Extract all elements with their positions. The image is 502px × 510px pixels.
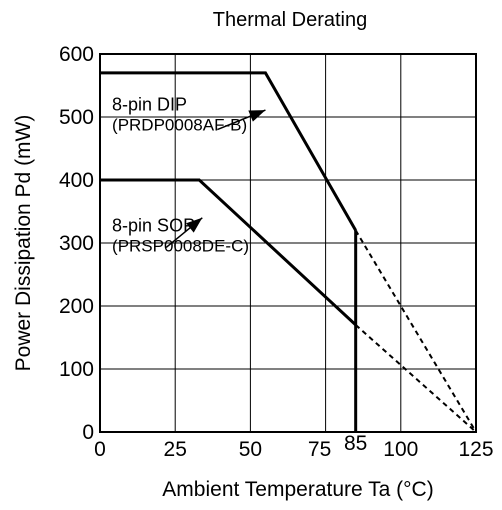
series-annotations: 8-pin DIP(PRDP0008AF-B) 8-pin SOP(PRSP000… (112, 95, 266, 256)
x-tick-label: 0 (94, 438, 106, 461)
y-axis-label: Power Dissipation Pd (mW) (12, 115, 35, 372)
grid-lines (100, 54, 476, 432)
chart-title: Thermal Derating (213, 9, 368, 31)
y-tick-label: 200 (59, 295, 94, 318)
series-lines (100, 71, 477, 433)
x-tick-label: 125 (458, 438, 493, 461)
series-line-dashed (354, 229, 477, 433)
annotation-arrow-head (248, 110, 266, 122)
y-tick-label: 0 (82, 421, 94, 444)
x-tick-label-extra: 85 (344, 432, 367, 455)
y-tick-label: 500 (59, 106, 94, 129)
y-tick-label: 300 (59, 232, 94, 255)
x-axis-label: Ambient Temperature Ta (°C) (162, 478, 433, 501)
series-name-label: 8-pin DIP (112, 95, 187, 115)
x-tick-label: 25 (164, 438, 187, 461)
y-tick-label: 600 (59, 43, 94, 66)
series-line-solid (100, 71, 357, 232)
x-tick-label: 50 (239, 438, 262, 461)
series-package-label: (PRDP0008AF-B) (112, 116, 247, 135)
plot-frame (99, 53, 477, 433)
series-name-label: 8-pin SOP (112, 216, 195, 236)
series-line-dashed (355, 324, 477, 433)
series-line-solid (100, 178, 357, 327)
tick-labels: 0 25 50 75 100 125 85 0 100 200 300 400 500 600 (59, 43, 494, 461)
x-tick-label: 75 (308, 438, 331, 461)
y-tick-label: 100 (59, 358, 94, 381)
series-package-label: (PRSP0008DE-C) (112, 237, 249, 256)
y-tick-label: 400 (59, 169, 94, 192)
x-tick-label: 100 (383, 438, 418, 461)
annotation-arrow-head (186, 217, 203, 233)
